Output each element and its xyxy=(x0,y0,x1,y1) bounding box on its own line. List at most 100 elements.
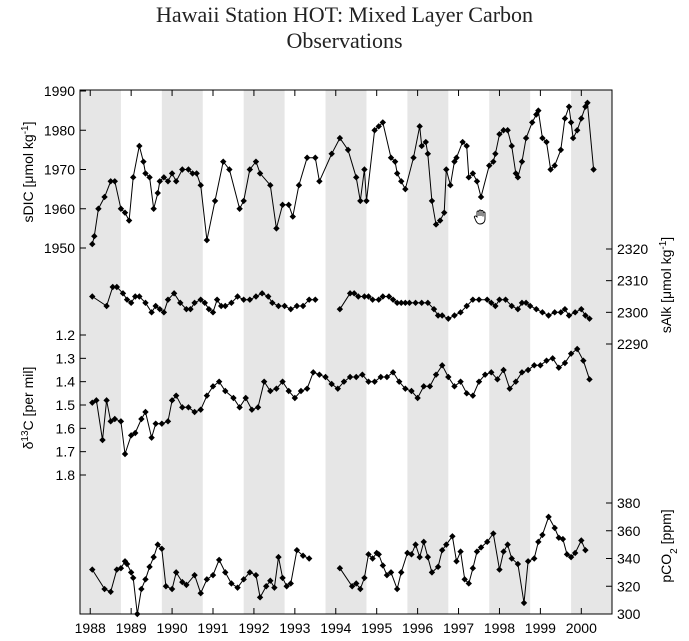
pco2-point-13 xyxy=(150,553,157,561)
sdic-point-9 xyxy=(130,174,137,181)
pco2-point-48 xyxy=(365,551,372,558)
salk-point-70 xyxy=(488,299,495,307)
sdic-point-84 xyxy=(508,142,515,150)
sdic-point-93 xyxy=(543,138,550,146)
year-band-3 xyxy=(325,90,367,614)
sdic-axis-label-part: sDIC [μmol kg xyxy=(20,134,36,222)
d13c-point-75 xyxy=(531,362,538,369)
pco2-series xyxy=(89,513,589,618)
d13c-point-39 xyxy=(310,369,317,376)
d13c-point-23 xyxy=(209,383,217,390)
sdic-point-78 xyxy=(486,162,493,169)
salk-point-66 xyxy=(463,302,470,310)
sdic-point-25 xyxy=(197,182,204,189)
salk-point-74 xyxy=(508,302,515,310)
salk-point-52 xyxy=(389,296,397,303)
salk-point-62 xyxy=(438,312,446,319)
y-tick-label: 1980 xyxy=(44,122,75,138)
sdic-point-58 xyxy=(402,185,409,193)
d13c-point-53 xyxy=(396,378,403,385)
sdic-point-41 xyxy=(303,154,311,161)
y-tick-label: 1.6 xyxy=(56,420,76,436)
salk-point-63 xyxy=(445,315,452,322)
salk-point-37 xyxy=(287,305,294,313)
pco2-point-10 xyxy=(138,585,145,593)
x-tick-1995: 1995 xyxy=(361,90,392,636)
d13c-point-48 xyxy=(365,378,372,385)
salk-point-33 xyxy=(265,293,272,300)
sdic-point-10 xyxy=(136,142,143,150)
d13c-point-30 xyxy=(254,404,262,411)
salk-point-30 xyxy=(246,296,254,303)
sdic-point-35 xyxy=(267,182,274,189)
y-tick-label: 360 xyxy=(617,523,641,539)
y-tick-label: 1990 xyxy=(44,83,75,99)
sdic-point-64 xyxy=(428,197,436,205)
sdic-point-77 xyxy=(477,193,485,201)
pco2-point-81 xyxy=(514,560,522,568)
x-tick-label: 1997 xyxy=(443,620,474,636)
sdic-point-82 xyxy=(500,127,507,134)
d13c-point-29 xyxy=(248,406,256,413)
sdic-point-59 xyxy=(410,154,417,161)
d13c-point-80 xyxy=(561,359,569,367)
pco2-point-27 xyxy=(228,580,235,587)
d13c-point-78 xyxy=(549,355,556,362)
salk-tick-2300: 2300 xyxy=(606,304,648,320)
salk-point-57 xyxy=(412,299,419,307)
d13c-point-70 xyxy=(500,366,507,374)
pco2-point-92 xyxy=(567,553,575,561)
salk-point-21 xyxy=(201,299,209,307)
sdic-point-46 xyxy=(344,146,352,154)
salk-point-45 xyxy=(355,293,362,300)
salk-point-42 xyxy=(336,305,344,313)
pco2-point-47 xyxy=(361,574,368,582)
pco2-point-34 xyxy=(267,577,274,584)
d13c-point-79 xyxy=(555,364,562,371)
salk-point-72 xyxy=(496,296,503,303)
pco2-point-56 xyxy=(398,569,405,576)
sdic-point-99 xyxy=(567,119,575,126)
sdic-point-53 xyxy=(379,119,387,126)
pco2-axis: 300 320 340 360 380 xyxy=(606,495,641,622)
d13c-point-3 xyxy=(103,397,110,404)
salk-point-75 xyxy=(514,305,522,313)
pco2-point-15 xyxy=(158,545,166,552)
sdic-point-62 xyxy=(422,138,429,146)
sdic-tick-1950: 1950 xyxy=(44,240,86,256)
sdic-point-61 xyxy=(418,142,425,150)
sdic-point-102 xyxy=(578,115,585,122)
pco2-point-2 xyxy=(107,588,114,595)
salk-axis-label-part: sAlk [μmol kg xyxy=(658,250,674,334)
x-tick-1994: 1994 xyxy=(320,90,352,636)
salk-point-82 xyxy=(551,309,558,316)
d13c-point-73 xyxy=(518,369,526,376)
d13c-point-60 xyxy=(438,362,446,369)
d13c-point-15 xyxy=(164,418,172,425)
y-tick-label: 1.2 xyxy=(56,327,76,343)
d13c-tick-1.6: 1.6 xyxy=(56,420,86,436)
d13c-point-40 xyxy=(316,371,323,378)
pco2-point-93 xyxy=(571,549,579,557)
pco2-point-7 xyxy=(127,569,135,576)
sdic-point-19 xyxy=(168,170,176,177)
pco2-point-75 xyxy=(483,538,491,546)
pco2-axis-label: pCO2 [ppm] xyxy=(658,509,680,582)
salk-point-10 xyxy=(148,309,155,316)
d13c-axis-label-part: 13 xyxy=(20,430,31,442)
salk-point-22 xyxy=(205,305,213,313)
d13c-point-49 xyxy=(371,378,378,385)
salk-point-67 xyxy=(469,296,477,303)
salk-point-88 xyxy=(582,312,589,319)
d13c-point-74 xyxy=(524,366,532,374)
pco2-point-86 xyxy=(539,531,546,539)
pco2-point-78 xyxy=(500,548,507,555)
y-tick-label: 1.8 xyxy=(56,467,76,483)
salk-point-34 xyxy=(269,299,276,307)
d13c-point-19 xyxy=(185,404,192,411)
d13c-point-81 xyxy=(567,350,575,357)
y-tick-label: 340 xyxy=(617,551,641,567)
sdic-line-0 xyxy=(91,101,595,245)
year-band-5 xyxy=(489,90,531,614)
